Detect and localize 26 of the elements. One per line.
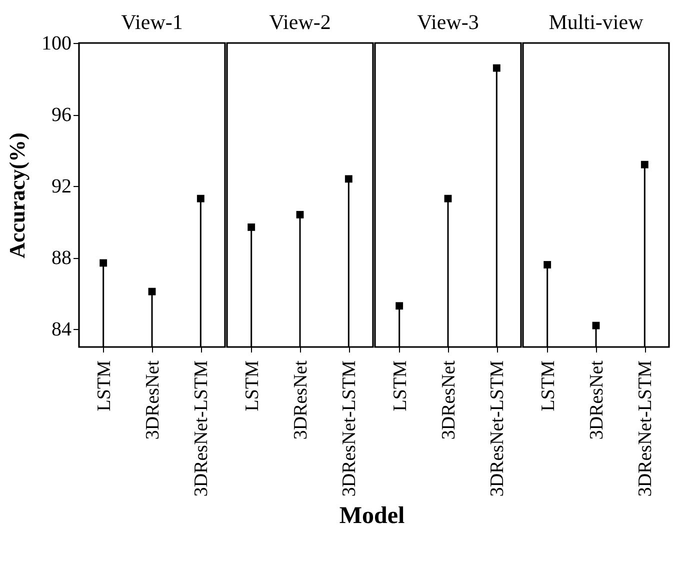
x-tick-label: LSTM [538, 360, 559, 412]
y-tick-label: 84 [52, 318, 72, 341]
x-tick-label: 3DResNet [586, 360, 608, 440]
y-axis-title: Accuracy(%) [4, 132, 30, 258]
y-tick-label: 88 [52, 247, 72, 270]
x-tick-label: 3DResNet-LSTM [487, 360, 508, 497]
chart-title: View-2 [269, 10, 331, 34]
x-tick-label: LSTM [242, 360, 263, 412]
y-tick-label: 92 [52, 176, 72, 198]
x-tick-label: 3DResNet-LSTM [635, 360, 656, 497]
y-tick-label: 100 [42, 32, 72, 54]
x-tick-label: LSTM [94, 360, 115, 412]
y-tick-label: 96 [52, 104, 72, 126]
x-tick-label: LSTM [390, 360, 411, 412]
x-tick-label: 3DResNet [290, 360, 312, 440]
point [148, 288, 156, 296]
chart-title: View-1 [121, 10, 183, 34]
x-tick-label: 3DResNet-LSTM [339, 360, 360, 497]
chart-title: View-3 [417, 10, 479, 34]
x-tick-label: 3DResNet [142, 360, 164, 440]
chart-title: Multi-view [548, 10, 644, 34]
point [196, 194, 204, 202]
x-axis-title: Model [338, 503, 406, 530]
point [100, 259, 108, 267]
x-tick-label: 3DResNet-LSTM [191, 360, 212, 497]
x-tick-label: 3DResNet [438, 360, 460, 440]
